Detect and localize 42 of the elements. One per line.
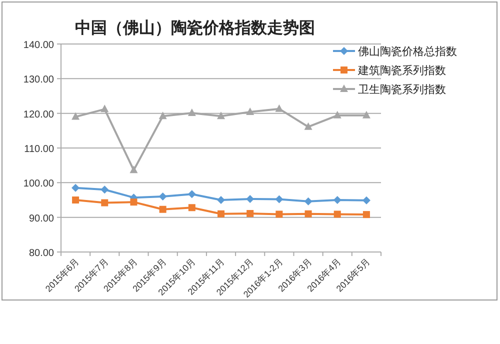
point <box>362 110 370 118</box>
point <box>276 210 283 218</box>
point <box>72 112 80 120</box>
y-tick-label: 140.00 <box>23 40 54 51</box>
y-tick-label: 90.00 <box>28 213 54 224</box>
point <box>275 195 284 204</box>
point <box>100 104 109 112</box>
point <box>188 108 196 116</box>
point <box>100 186 109 194</box>
point <box>362 211 370 218</box>
point <box>275 104 284 112</box>
point <box>333 196 342 204</box>
point <box>217 112 225 120</box>
point <box>188 204 196 212</box>
point <box>304 197 312 206</box>
point <box>333 110 342 118</box>
point <box>246 107 254 115</box>
legend-label: 卫生陶瓷系列指数 <box>358 83 446 96</box>
point <box>217 196 225 204</box>
chart-title: 中国（佛山）陶瓷价格指数走势图 <box>75 19 315 37</box>
point <box>246 210 254 218</box>
point <box>218 210 224 218</box>
y-tick-label: 100.00 <box>23 178 54 190</box>
y-tick-label: 130.00 <box>23 74 54 86</box>
point <box>159 206 166 213</box>
point <box>362 196 370 204</box>
y-tick-label: 120.00 <box>23 109 54 120</box>
point <box>304 210 312 218</box>
point <box>72 196 80 204</box>
legend-label: 佛山陶瓷价格总指数 <box>358 45 457 58</box>
point <box>101 199 108 206</box>
point <box>158 192 167 201</box>
point <box>72 184 80 192</box>
legend-label: 建筑陶瓷系列指数 <box>357 64 446 77</box>
point <box>188 190 196 198</box>
point <box>158 112 167 120</box>
point <box>304 122 312 130</box>
point <box>130 198 138 206</box>
y-tick-label: 80.00 <box>28 248 54 259</box>
point <box>334 210 341 218</box>
point <box>130 166 138 174</box>
y-tick-label: 110.00 <box>24 144 54 155</box>
